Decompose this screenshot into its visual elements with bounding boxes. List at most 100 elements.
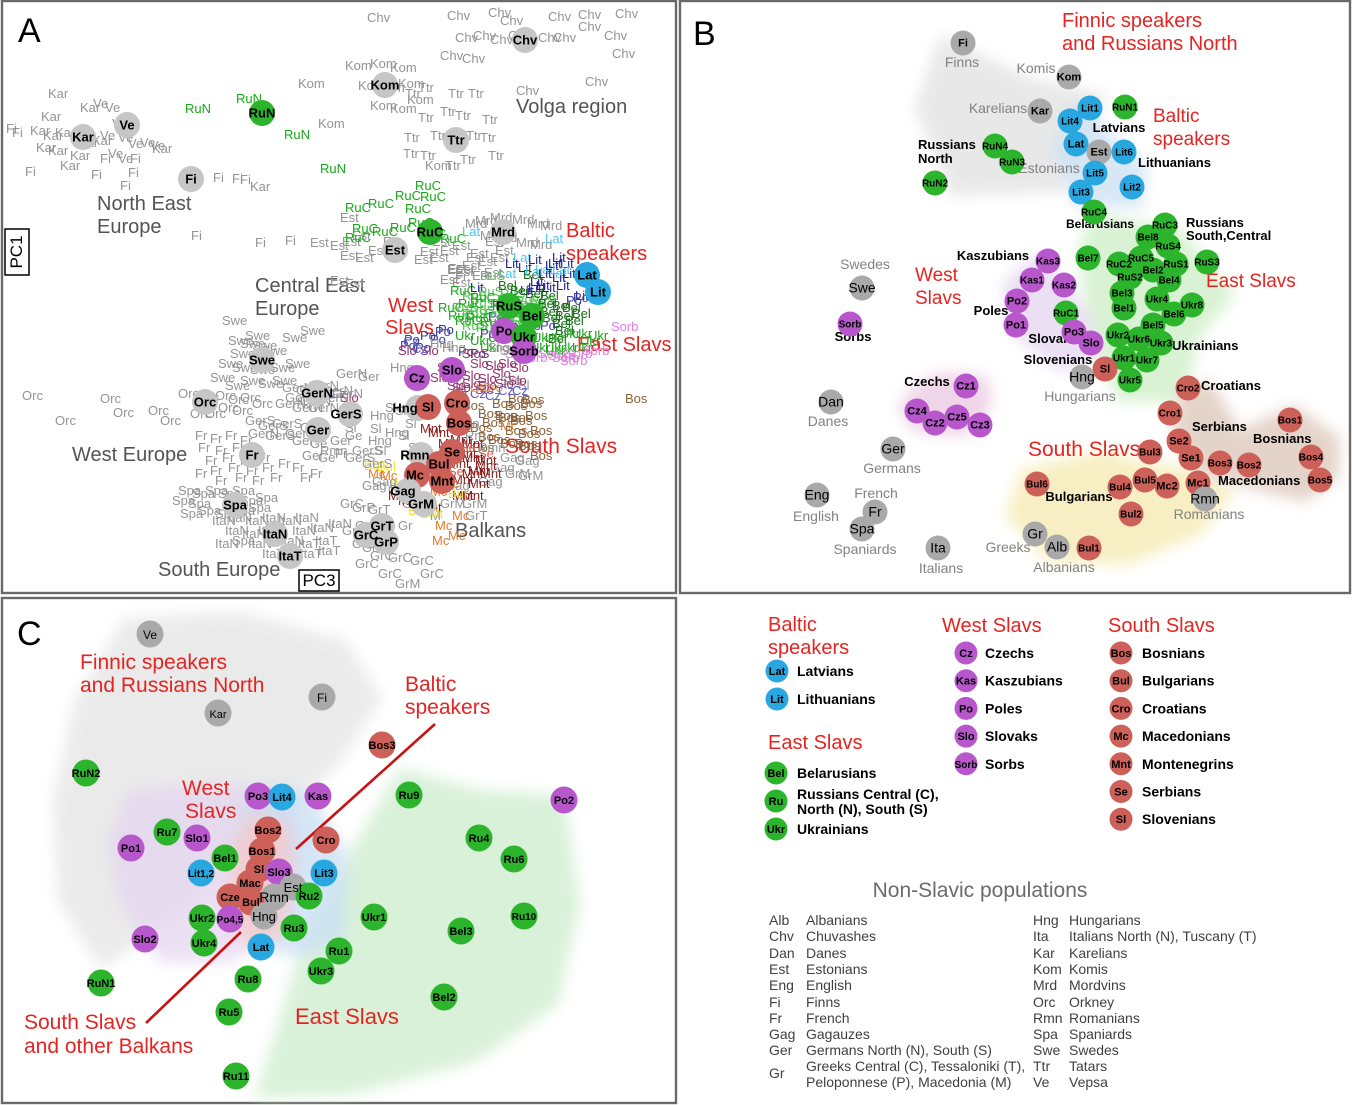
svg-text:French: French (806, 1010, 850, 1026)
svg-text:Ttr: Ttr (403, 146, 420, 161)
svg-text:Bel: Bel (525, 286, 544, 301)
svg-text:ItaN: ItaN (310, 520, 334, 535)
svg-text:RuC1: RuC1 (1053, 309, 1080, 320)
svg-text:Po: Po (400, 338, 416, 353)
svg-text:Lat: Lat (525, 264, 543, 279)
svg-text:Ukr3: Ukr3 (1150, 339, 1173, 350)
svg-text:Cro: Cro (1112, 703, 1131, 715)
svg-text:Cz: Cz (409, 371, 425, 386)
svg-text:GrC: GrC (354, 528, 379, 543)
svg-text:A: A (18, 12, 41, 50)
svg-text:Chv: Chv (585, 74, 609, 89)
svg-text:Ttr: Ttr (460, 152, 477, 167)
svg-text:Mrd: Mrd (516, 235, 538, 250)
svg-text:Danes: Danes (808, 413, 848, 429)
svg-text:Kom: Kom (318, 116, 345, 131)
svg-text:EEst: EEst (447, 262, 475, 277)
svg-text:Lat: Lat (552, 262, 570, 277)
svg-text:Chv: Chv (538, 30, 562, 45)
svg-text:Spa: Spa (192, 486, 216, 501)
svg-text:Kom: Kom (425, 158, 452, 173)
svg-text:Se: Se (1114, 787, 1127, 799)
svg-text:Bos3: Bos3 (1208, 459, 1233, 470)
svg-text:Po: Po (566, 293, 582, 308)
svg-text:Po: Po (415, 340, 431, 355)
svg-text:Swe: Swe (1033, 1042, 1060, 1058)
svg-text:Swe: Swe (270, 360, 295, 375)
svg-text:Sorb: Sorb (839, 320, 862, 331)
svg-text:RuC: RuC (395, 188, 421, 203)
svg-text:Belarusians: Belarusians (1066, 217, 1134, 231)
svg-text:Mrd: Mrd (512, 212, 534, 227)
svg-text:Ukr4: Ukr4 (1146, 295, 1169, 306)
svg-text:Spa: Spa (850, 521, 875, 537)
svg-text:Ttr: Ttr (418, 80, 435, 95)
svg-text:Estonians: Estonians (806, 961, 867, 977)
svg-text:Fi: Fi (120, 178, 131, 193)
svg-text:Ru1: Ru1 (329, 946, 350, 958)
svg-text:Est: Est (466, 250, 485, 265)
svg-text:Spa: Spa (1033, 1026, 1058, 1042)
svg-text:Orc: Orc (148, 403, 169, 418)
svg-text:Po1: Po1 (121, 843, 141, 855)
svg-text:Fi: Fi (185, 172, 197, 187)
svg-text:GerS: GerS (265, 428, 296, 443)
svg-text:Kar: Kar (48, 143, 69, 158)
svg-text:Ve: Ve (100, 128, 115, 143)
svg-text:Lit: Lit (528, 252, 542, 267)
svg-text:Bos: Bos (530, 448, 553, 463)
svg-text:RuN1: RuN1 (87, 978, 116, 990)
svg-text:Ttr: Ttr (445, 158, 462, 173)
svg-text:ItaN: ItaN (295, 510, 319, 525)
svg-text:Estonians: Estonians (1018, 160, 1079, 176)
svg-text:Fi: Fi (100, 151, 111, 166)
svg-text:Cz: Cz (512, 383, 528, 398)
svg-text:Spa: Spa (248, 500, 272, 515)
svg-text:Balkans: Balkans (455, 520, 526, 542)
svg-text:Po: Po (438, 322, 454, 337)
svg-text:Est: Est (345, 276, 364, 291)
svg-text:Ru10: Ru10 (512, 912, 537, 923)
svg-text:Bos: Bos (500, 436, 523, 451)
svg-text:Orc: Orc (160, 413, 181, 428)
svg-text:Cro: Cro (446, 396, 468, 411)
svg-text:Swe: Swe (249, 353, 275, 368)
svg-text:ItaN: ItaN (215, 536, 239, 551)
svg-text:East Slavs: East Slavs (577, 334, 671, 356)
svg-text:Ve: Ve (108, 146, 123, 161)
svg-text:Est: Est (355, 250, 374, 265)
svg-text:Ukr: Ukr (513, 330, 535, 345)
svg-text:Finns: Finns (945, 54, 979, 70)
svg-text:Chv: Chv (612, 46, 636, 61)
svg-text:Kom: Kom (407, 92, 434, 107)
svg-text:Fi: Fi (130, 151, 141, 166)
svg-text:Italians North (N), Tuscany (T: Italians North (N), Tuscany (T) (1069, 928, 1257, 944)
svg-text:Swe: Swe (240, 336, 265, 351)
svg-text:Fr: Fr (222, 450, 235, 465)
svg-text:Bos: Bos (510, 413, 533, 428)
svg-text:Slo: Slo (508, 373, 527, 388)
svg-text:Est: Est (484, 265, 503, 280)
svg-text:RuS: RuS (452, 300, 478, 315)
svg-text:Mc: Mc (452, 508, 470, 523)
svg-text:Ukr: Ukr (572, 326, 593, 341)
svg-text:Ukr1: Ukr1 (1113, 354, 1136, 365)
svg-text:Bos: Bos (518, 426, 541, 441)
svg-text:Lat: Lat (1068, 139, 1085, 151)
svg-text:Slo: Slo (478, 371, 497, 386)
svg-text:Mnt: Mnt (468, 476, 490, 491)
svg-text:Bos: Bos (625, 391, 648, 406)
svg-text:speakers: speakers (405, 696, 490, 719)
svg-text:Montenegrins: Montenegrins (1142, 756, 1234, 772)
svg-text:Gag: Gag (515, 453, 540, 468)
svg-text:Finnic speakers: Finnic speakers (80, 651, 227, 674)
svg-text:Lat: Lat (253, 942, 270, 954)
svg-text:Mrd: Mrd (527, 216, 549, 231)
svg-text:Ge: Ge (318, 450, 335, 465)
svg-text:Chv: Chv (367, 10, 391, 25)
svg-text:Slo: Slo (475, 382, 494, 397)
svg-text:Mnt: Mnt (420, 421, 442, 436)
svg-text:Ukr4: Ukr4 (192, 938, 217, 950)
svg-text:Bos: Bos (522, 392, 545, 407)
svg-text:RuS: RuS (470, 303, 496, 318)
